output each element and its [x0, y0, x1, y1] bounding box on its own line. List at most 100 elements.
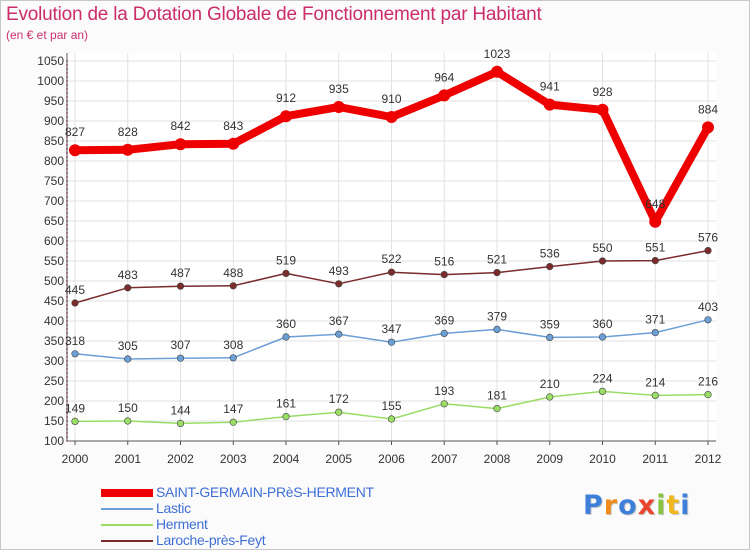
y-tick-label: 350: [44, 334, 64, 348]
data-point: [121, 143, 134, 156]
chart-subtitle: (en € et par an): [6, 28, 89, 42]
data-label: 519: [276, 253, 296, 267]
data-label: 884: [698, 102, 718, 116]
data-point: [546, 333, 554, 342]
data-label: 210: [540, 377, 560, 391]
data-point: [546, 393, 554, 401]
data-point: [493, 269, 501, 277]
data-label: 536: [540, 247, 560, 261]
data-point: [440, 329, 448, 338]
y-tick-label: 150: [44, 414, 64, 428]
data-point: [493, 325, 501, 334]
data-label: 305: [118, 339, 138, 353]
y-tick-label: 400: [44, 314, 64, 328]
data-point: [335, 330, 343, 338]
data-label: 576: [698, 231, 718, 245]
data-label: 214: [645, 375, 665, 389]
data-point: [387, 415, 396, 423]
x-tick-label: 2001: [114, 452, 141, 466]
x-tick-label: 2003: [220, 452, 247, 466]
y-tick-label: 550: [44, 254, 64, 268]
data-label: 318: [65, 334, 85, 348]
data-point: [493, 405, 501, 413]
data-point: [229, 418, 237, 426]
x-tick-label: 2009: [536, 452, 563, 466]
data-label: 347: [381, 322, 401, 336]
y-tick-label: 850: [44, 134, 64, 148]
data-label: 149: [65, 401, 85, 415]
data-label: 842: [170, 119, 190, 133]
legend-label: Herment: [156, 516, 208, 532]
data-point: [596, 103, 609, 116]
data-label: 488: [223, 266, 243, 280]
y-tick-label: 300: [44, 354, 64, 368]
data-point: [71, 350, 79, 358]
data-label: 928: [592, 85, 612, 99]
data-point: [282, 269, 290, 278]
data-point: [440, 271, 448, 279]
data-label: 828: [118, 125, 138, 139]
data-point: [124, 417, 132, 425]
x-tick-label: 2002: [167, 452, 194, 466]
legend-label: SAINT-GERMAIN-PRèS-HERMENT: [156, 484, 374, 500]
data-point: [124, 355, 132, 363]
data-label: 308: [223, 338, 243, 352]
data-label: 935: [329, 82, 349, 96]
y-tick-label: 1050: [37, 54, 64, 68]
data-point: [282, 413, 290, 421]
y-tick-label: 200: [44, 394, 64, 408]
x-tick-label: 2010: [589, 452, 616, 466]
legend-swatch: [101, 489, 153, 497]
data-label: 964: [434, 70, 454, 84]
data-label: 521: [487, 253, 507, 267]
data-label: 910: [381, 92, 401, 106]
data-label: 155: [381, 399, 401, 413]
x-tick-label: 2004: [273, 452, 300, 466]
data-point: [704, 391, 712, 399]
data-point: [543, 98, 556, 111]
x-tick-label: 2006: [378, 452, 405, 466]
y-tick-label: 600: [44, 234, 64, 248]
data-label: 483: [118, 268, 138, 282]
data-point: [176, 282, 185, 290]
data-point: [438, 89, 451, 102]
data-label: 172: [329, 392, 349, 406]
data-point: [385, 111, 398, 123]
y-tick-label: 500: [44, 274, 64, 288]
data-label: 360: [592, 317, 612, 331]
x-tick-label: 2012: [695, 452, 722, 466]
data-point: [174, 138, 187, 151]
legend-swatch: [101, 524, 153, 526]
y-tick-label: 100: [44, 434, 64, 448]
data-point: [704, 316, 712, 324]
chart-title: Evolution de la Dotation Globale de Fonc…: [6, 4, 542, 25]
legend-label: Laroche-près-Feyt: [156, 532, 266, 548]
data-point: [176, 354, 185, 362]
data-point: [71, 417, 79, 426]
x-tick-label: 2005: [325, 452, 352, 466]
data-label: 359: [540, 317, 560, 331]
data-point: [227, 137, 240, 150]
data-label: 161: [276, 397, 296, 411]
y-tick-label: 250: [44, 374, 64, 388]
data-label: 360: [276, 317, 296, 331]
data-label: 379: [487, 309, 507, 323]
data-point: [335, 408, 343, 416]
x-tick-label: 2007: [431, 452, 458, 466]
data-label: 550: [592, 241, 612, 255]
data-point: [598, 333, 607, 341]
data-label: 493: [329, 264, 349, 278]
data-label: 551: [645, 241, 665, 255]
data-label: 516: [434, 255, 454, 269]
data-label: 522: [381, 252, 401, 266]
data-point: [69, 144, 81, 157]
data-label: 216: [698, 375, 718, 389]
data-label: 1023: [484, 47, 511, 61]
data-label: 367: [329, 314, 349, 328]
data-point: [651, 329, 659, 337]
data-label: 193: [434, 384, 454, 398]
data-point: [440, 400, 448, 408]
y-tick-label: 700: [44, 194, 64, 208]
